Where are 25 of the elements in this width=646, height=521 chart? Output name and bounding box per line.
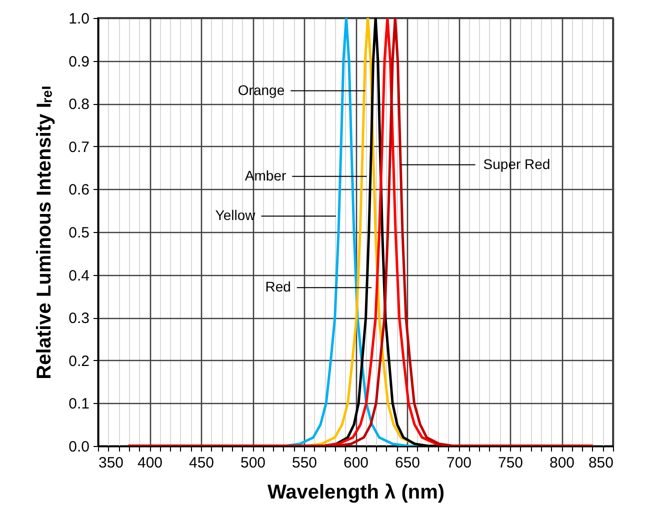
y-tick-label: 0.8 <box>68 96 90 114</box>
x-tick-label: 450 <box>188 454 214 472</box>
x-tick-label: 800 <box>549 454 575 472</box>
y-tick-label: 0.1 <box>68 396 90 413</box>
y-tick-label: 0.2 <box>68 352 90 370</box>
x-tick-label: 550 <box>292 454 318 472</box>
x-tick-label: 850 <box>588 454 614 472</box>
y-tick-label: 0.3 <box>68 310 90 328</box>
x-tick-label: 400 <box>137 454 163 472</box>
y-tick-label: 0.0 <box>68 438 90 456</box>
x-tick-label: 600 <box>343 454 369 472</box>
annotation: Red <box>265 278 291 295</box>
x-tick-label: 350 <box>98 454 124 472</box>
x-tick-label: 650 <box>394 454 420 472</box>
x-axis-title: Wavelength λ (nm) <box>267 482 445 504</box>
y-axis-title: Relative Luminous Intensity Iᵣₑₗ <box>34 86 56 380</box>
y-tick-label: 0.6 <box>68 182 90 199</box>
y-tick-label: 0.4 <box>68 267 90 284</box>
y-tick-label: 1.0 <box>68 10 90 28</box>
x-tick-label: 700 <box>446 454 472 472</box>
x-tick-label: 500 <box>240 454 266 472</box>
y-tick-label: 0.9 <box>68 53 90 70</box>
y-tick-label: 0.5 <box>68 224 90 242</box>
y-tick-label: 0.7 <box>68 138 90 156</box>
x-tick-label: 750 <box>498 454 524 472</box>
